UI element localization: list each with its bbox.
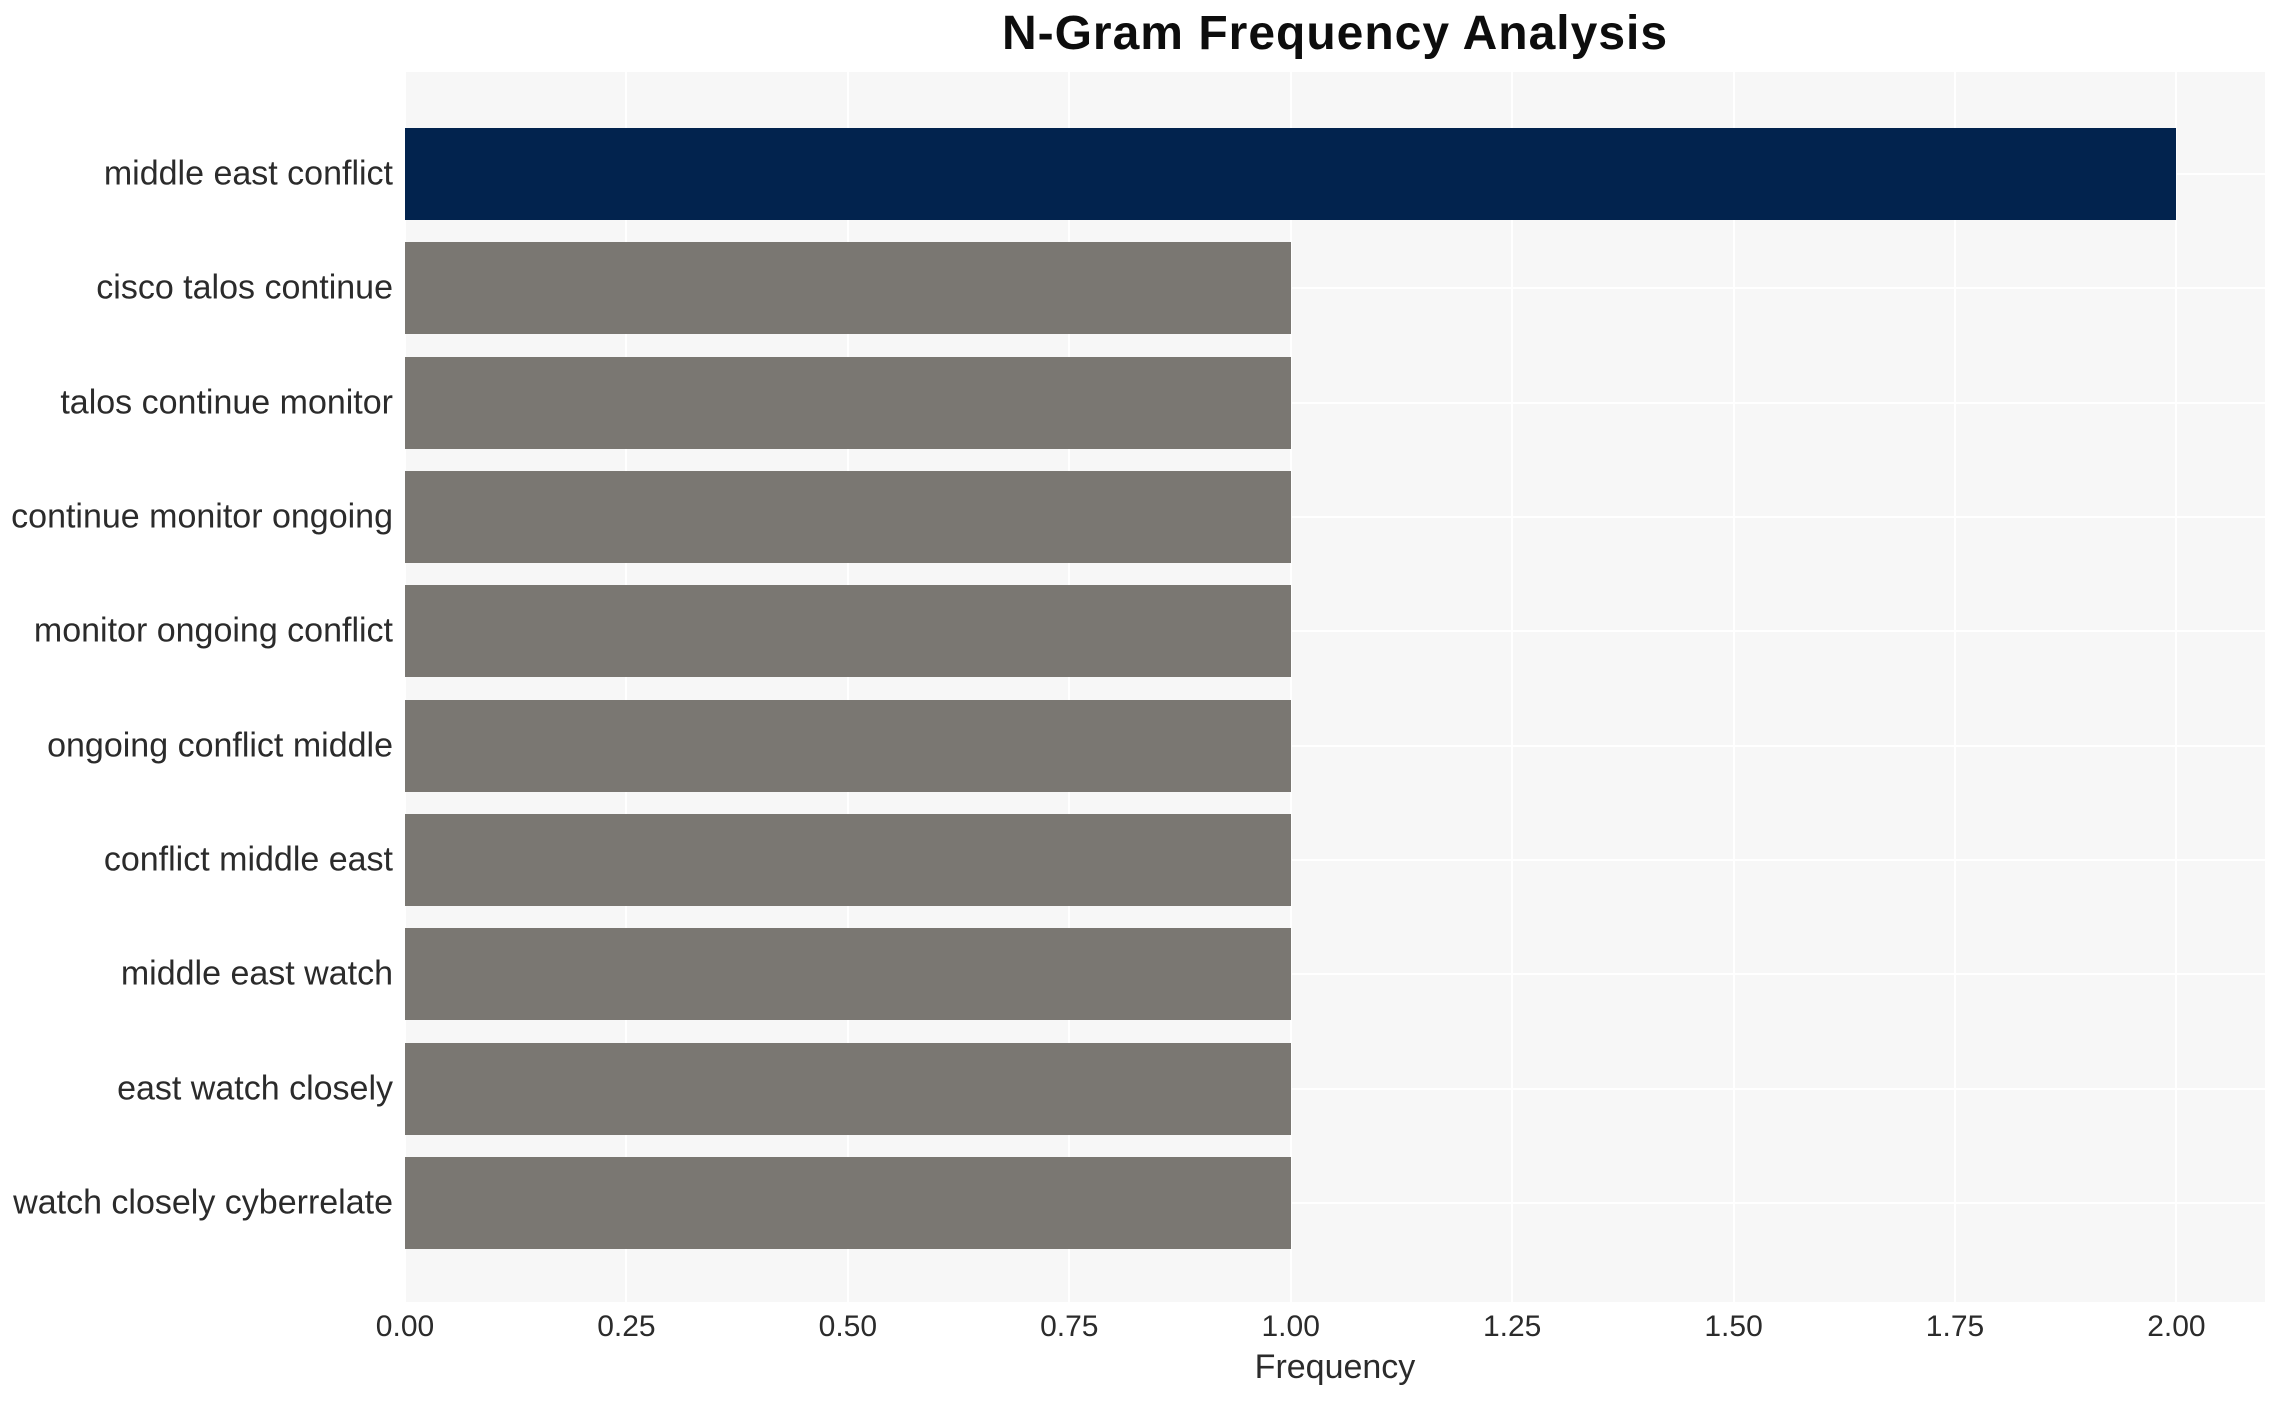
bar [405, 128, 2177, 220]
h-gridline [405, 973, 2265, 976]
y-tick-label: talos continue monitor [60, 383, 393, 422]
plot-area [405, 72, 2265, 1302]
x-tick-label: 1.75 [1925, 1310, 1985, 1343]
y-tick-label: conflict middle east [103, 840, 393, 879]
bar [405, 242, 1291, 335]
y-tick-label: watch closely cyberrelate [13, 1183, 393, 1222]
x-tick-label: 0.75 [1040, 1310, 1099, 1343]
y-tick-label: middle east conflict [103, 154, 393, 193]
v-gridline [625, 72, 628, 1302]
y-tick-label: continue monitor ongoing [11, 497, 393, 536]
v-gridline [1954, 72, 1956, 1302]
x-tick-label: 1.25 [1482, 1310, 1542, 1343]
v-gridline [1511, 72, 1514, 1302]
y-axis-labels: middle east conflict cisco talos continue… [0, 72, 393, 1302]
x-tick-label: 1.00 [1261, 1310, 1320, 1343]
bar [405, 699, 1291, 792]
y-tick-label: ongoing conflict middle [47, 726, 393, 765]
x-tick-label: 0.00 [375, 1310, 435, 1343]
v-gridline [2175, 72, 2178, 1302]
v-gridline [846, 72, 849, 1302]
bar [405, 1156, 1291, 1249]
y-tick-label: monitor ongoing conflict [33, 611, 393, 650]
h-gridline [405, 1201, 2265, 1204]
x-tick-label: 1.50 [1704, 1310, 1763, 1343]
h-gridline [405, 287, 2265, 290]
bar [405, 1042, 1291, 1135]
h-gridline [405, 1087, 2265, 1090]
x-tick-label: 2.00 [2147, 1310, 2206, 1343]
h-gridline [405, 744, 2265, 747]
h-gridline [405, 401, 2265, 404]
bar [405, 813, 1291, 906]
h-gridline [405, 858, 2265, 861]
v-gridline [1289, 72, 1292, 1302]
v-gridline [405, 72, 406, 1302]
bar [405, 585, 1291, 678]
y-tick-label: middle east watch [120, 954, 393, 993]
v-gridline [1068, 72, 1071, 1302]
h-gridline [405, 630, 2265, 633]
x-axis-label: Frequency [1254, 1348, 1416, 1386]
bar [405, 356, 1291, 449]
h-gridline [405, 515, 2265, 518]
chart-title: N-Gram Frequency Analysis [1001, 7, 1669, 60]
x-tick-label: 0.25 [597, 1310, 656, 1343]
y-tick-label: cisco talos continue [96, 268, 393, 307]
x-tick-label: 0.50 [818, 1310, 878, 1343]
y-tick-label: east watch closely [117, 1069, 393, 1108]
bar [405, 928, 1291, 1021]
v-gridline [1732, 72, 1735, 1302]
bar [405, 470, 1291, 563]
